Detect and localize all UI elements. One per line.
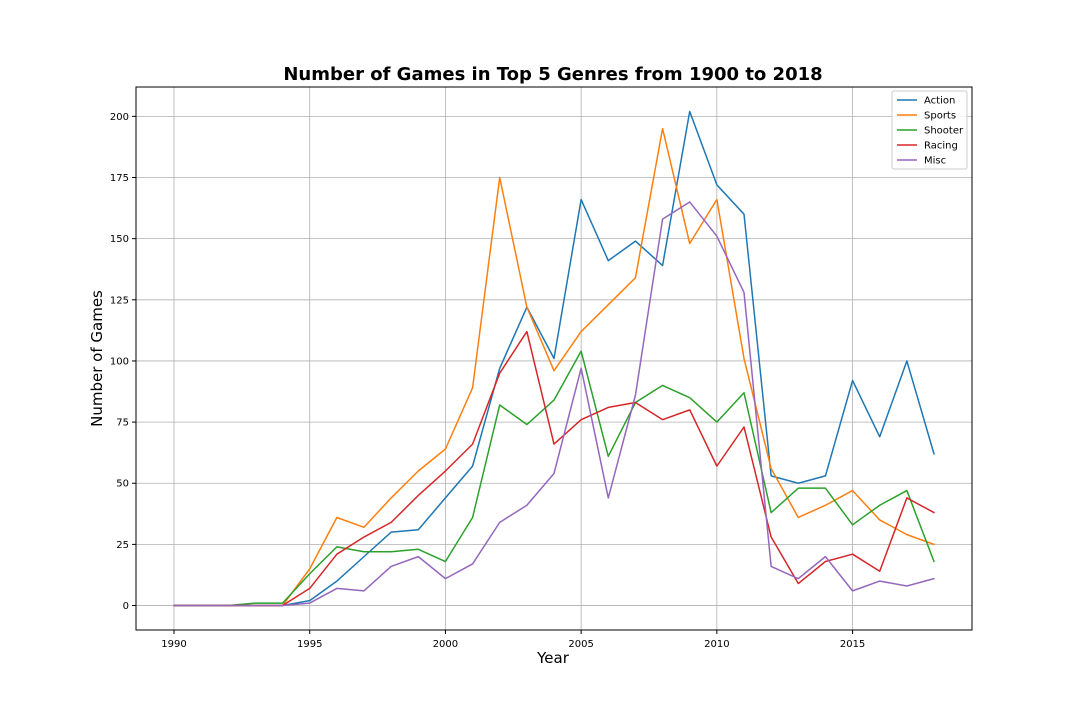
series-line-misc xyxy=(173,201,935,607)
x-axis-ticks: 1990 1995 2000 2005 2010 2015 xyxy=(161,630,865,650)
series-lines xyxy=(173,110,935,607)
legend-label-misc: Misc xyxy=(924,156,946,167)
y-tick-label: 200 xyxy=(110,112,129,123)
y-axis-ticks: 0 25 50 75 100 125 150 175 200 xyxy=(110,112,136,612)
grid xyxy=(136,87,972,630)
plot-area-frame xyxy=(135,86,973,631)
y-tick-label: 100 xyxy=(110,356,129,367)
series-line-action xyxy=(173,110,935,607)
x-tick-label: 2005 xyxy=(568,639,593,650)
legend-label-sports: Sports xyxy=(924,111,956,122)
y-tick-label: 125 xyxy=(110,295,129,306)
legend-box xyxy=(891,90,968,170)
series-line-racing xyxy=(173,330,935,607)
legend-label-racing: Racing xyxy=(924,141,958,152)
x-tick-label: 1995 xyxy=(297,639,322,650)
legend-label-action: Action xyxy=(924,96,955,107)
series-line-shooter xyxy=(173,350,935,607)
x-axis-label: Year xyxy=(536,649,570,667)
y-tick-label: 50 xyxy=(116,479,129,490)
x-tick-label: 2000 xyxy=(433,639,458,650)
y-tick-label: 175 xyxy=(110,173,129,184)
legend: Action Sports Shooter Racing Misc xyxy=(891,90,968,170)
x-tick-label: 1990 xyxy=(161,639,186,650)
y-tick-label: 150 xyxy=(110,234,129,245)
y-axis-label: Number of Games xyxy=(88,290,106,427)
y-tick-label: 0 xyxy=(123,601,129,612)
chart-title: Number of Games in Top 5 Genres from 190… xyxy=(283,64,822,85)
x-tick-label: 2010 xyxy=(704,639,729,650)
y-tick-label: 25 xyxy=(116,540,129,551)
series-line-sports xyxy=(173,127,935,607)
y-tick-label: 75 xyxy=(116,418,129,429)
x-tick-label: 2015 xyxy=(840,639,865,650)
legend-label-shooter: Shooter xyxy=(924,126,964,137)
